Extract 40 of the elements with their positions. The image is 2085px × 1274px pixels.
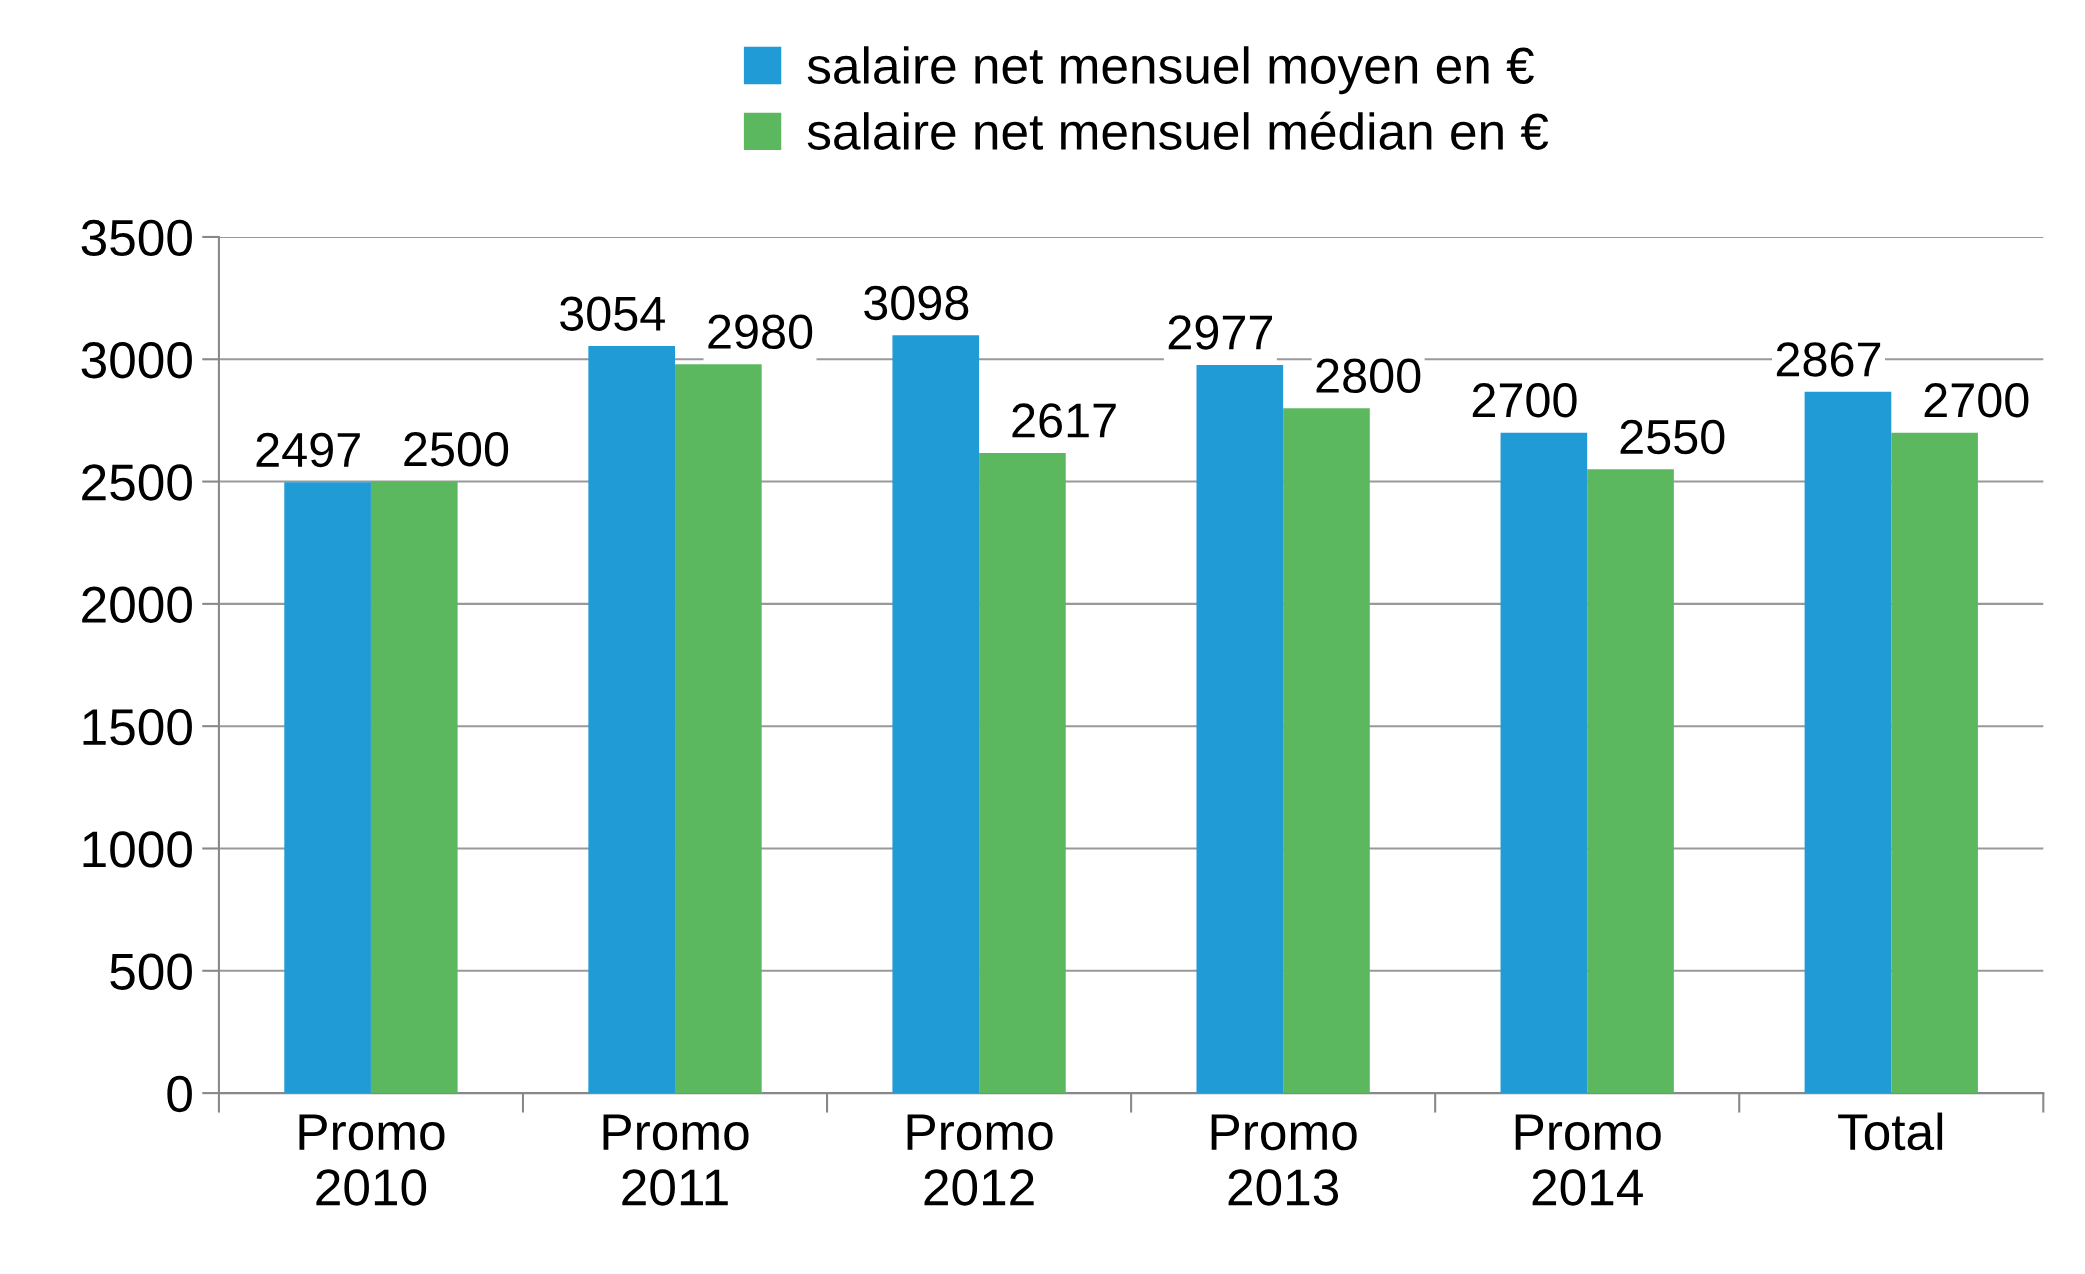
y-tick-label: 1500 [83, 708, 192, 746]
y-tick-label: 0 [167, 1075, 192, 1113]
y-tick-label: 500 [110, 953, 192, 990]
bar [1804, 391, 1892, 1094]
bar [1587, 469, 1674, 1094]
y-tick-label: 1000 [83, 831, 192, 868]
x-tick-label: Promo 2013 [1211, 1114, 1357, 1206]
bar [1891, 432, 1978, 1094]
data-label: 2980 [708, 314, 813, 349]
x-tick-label: Total [1838, 1112, 1943, 1151]
x-tick-label: Promo 2011 [603, 1114, 749, 1206]
bar [979, 452, 1066, 1094]
data-label: 2700 [1924, 383, 2029, 418]
legend-label: salaire net mensuel médian en € [807, 111, 1549, 150]
bar [675, 364, 762, 1094]
data-label: 2977 [1168, 315, 1273, 350]
bar [1283, 408, 1370, 1094]
bar [1500, 432, 1588, 1094]
bar [892, 335, 980, 1094]
data-label: 3098 [864, 285, 969, 321]
data-label: 2497 [256, 432, 360, 468]
data-label: 2867 [1776, 342, 1881, 377]
legend-label: salaire net mensuel moyen en € [807, 46, 1534, 95]
bar [370, 481, 458, 1094]
data-label: 3054 [560, 296, 665, 331]
x-tick-label: Promo 2012 [907, 1114, 1053, 1206]
data-label: 2617 [1012, 403, 1116, 438]
x-tick-label: Promo 2014 [1515, 1114, 1661, 1206]
data-label: 2500 [404, 431, 509, 467]
y-tick-label: 3500 [81, 219, 192, 257]
data-label: 2800 [1316, 358, 1421, 394]
y-tick-label: 2000 [82, 586, 192, 623]
data-label: 2550 [1620, 419, 1725, 455]
data-label: 2700 [1472, 383, 1577, 418]
x-tick-label: Promo 2010 [299, 1114, 445, 1206]
y-tick-label: 2500 [82, 464, 192, 501]
y-tick-label: 3000 [81, 342, 192, 379]
bar [284, 482, 371, 1094]
bar [588, 346, 676, 1094]
bar [1196, 364, 1284, 1094]
